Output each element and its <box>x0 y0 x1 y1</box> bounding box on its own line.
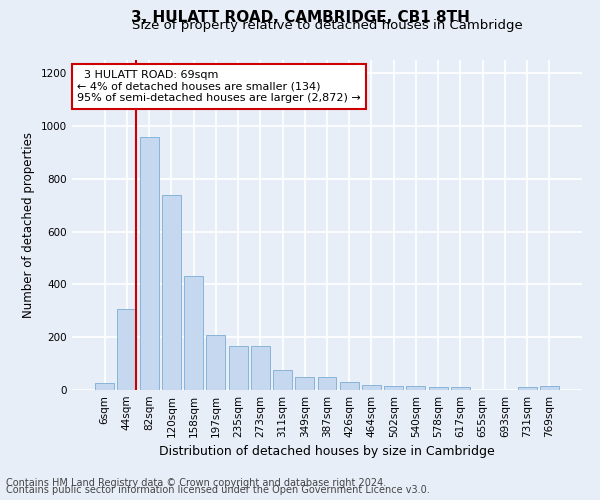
Bar <box>317 378 337 390</box>
Bar <box>540 386 559 390</box>
Text: 3 HULATT ROAD: 69sqm  
← 4% of detached houses are smaller (134)
95% of semi-det: 3 HULATT ROAD: 69sqm ← 4% of detached ho… <box>77 70 361 103</box>
Bar <box>273 370 292 390</box>
Bar <box>162 194 181 390</box>
Y-axis label: Number of detached properties: Number of detached properties <box>22 132 35 318</box>
Text: Contains public sector information licensed under the Open Government Licence v3: Contains public sector information licen… <box>6 485 430 495</box>
Bar <box>184 276 203 390</box>
Bar <box>95 384 114 390</box>
Text: 3, HULATT ROAD, CAMBRIDGE, CB1 8TH: 3, HULATT ROAD, CAMBRIDGE, CB1 8TH <box>131 10 469 25</box>
Bar <box>206 334 225 390</box>
X-axis label: Distribution of detached houses by size in Cambridge: Distribution of detached houses by size … <box>159 446 495 458</box>
Bar <box>429 386 448 390</box>
Bar <box>406 386 425 390</box>
Bar <box>518 386 536 390</box>
Bar <box>340 382 359 390</box>
Bar <box>229 346 248 390</box>
Bar <box>251 346 270 390</box>
Bar <box>140 136 158 390</box>
Text: Contains HM Land Registry data © Crown copyright and database right 2024.: Contains HM Land Registry data © Crown c… <box>6 478 386 488</box>
Bar <box>295 378 314 390</box>
Bar <box>362 384 381 390</box>
Bar <box>384 386 403 390</box>
Title: Size of property relative to detached houses in Cambridge: Size of property relative to detached ho… <box>131 20 523 32</box>
Bar <box>118 310 136 390</box>
Bar <box>451 386 470 390</box>
